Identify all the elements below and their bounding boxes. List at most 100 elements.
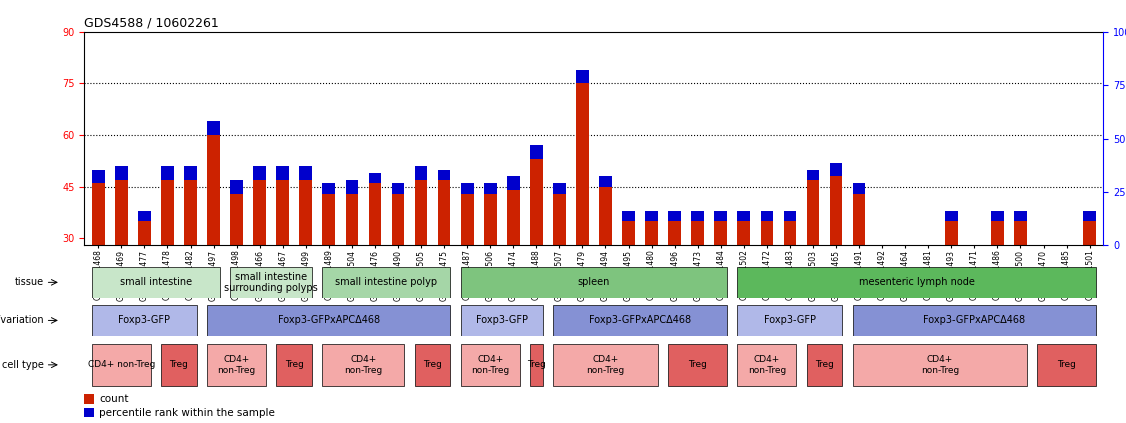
Bar [84, 408, 95, 418]
Bar [852, 194, 866, 245]
Bar [1083, 211, 1096, 221]
Bar [161, 166, 173, 180]
Bar [806, 170, 820, 180]
Bar [553, 343, 658, 386]
Text: Foxp3-GFPxAPCΔ468: Foxp3-GFPxAPCΔ468 [589, 316, 691, 325]
Text: genotype/variation: genotype/variation [0, 316, 44, 325]
Bar [438, 170, 450, 180]
Text: Foxp3-GFP: Foxp3-GFP [118, 316, 170, 325]
Bar [414, 166, 428, 180]
Bar [276, 166, 289, 180]
Bar [738, 211, 750, 221]
Text: Treg: Treg [688, 360, 707, 369]
Bar [922, 245, 935, 266]
Bar [784, 221, 796, 245]
Bar [806, 180, 820, 245]
Bar [231, 194, 243, 245]
Bar [899, 245, 912, 255]
Bar [991, 221, 1003, 245]
Text: CD4+
non-Treg: CD4+ non-Treg [345, 355, 383, 374]
Bar [414, 180, 428, 245]
Bar [645, 211, 658, 221]
Text: small intestine
surrounding polyps: small intestine surrounding polyps [224, 272, 318, 293]
Text: CD4+
non-Treg: CD4+ non-Treg [921, 355, 959, 374]
Bar [322, 183, 336, 194]
Text: CD4+
non-Treg: CD4+ non-Treg [748, 355, 786, 374]
Bar [1083, 221, 1096, 245]
Bar [899, 249, 912, 255]
Bar [276, 180, 289, 245]
Bar [138, 221, 151, 245]
Text: Foxp3-GFPxAPCΔ468: Foxp3-GFPxAPCΔ468 [923, 316, 1026, 325]
Bar [1015, 211, 1027, 221]
Bar [760, 221, 774, 245]
Text: small intestine: small intestine [119, 277, 191, 287]
Bar [84, 394, 95, 404]
Bar [738, 221, 750, 245]
Bar [691, 211, 704, 221]
Bar [461, 305, 543, 336]
Bar [484, 183, 497, 194]
Bar [207, 121, 220, 135]
Bar [876, 245, 888, 255]
Text: Treg: Treg [423, 360, 443, 369]
Text: Treg: Treg [527, 360, 546, 369]
Bar [738, 267, 1096, 298]
Bar [368, 173, 382, 183]
Bar [507, 176, 519, 190]
Bar [1037, 245, 1049, 269]
Text: Foxp3-GFP: Foxp3-GFP [476, 316, 528, 325]
Bar [530, 146, 543, 159]
Text: Treg: Treg [815, 360, 834, 369]
Bar [461, 267, 727, 298]
Bar [553, 305, 727, 336]
Text: mesenteric lymph node: mesenteric lymph node [859, 277, 975, 287]
Bar [300, 180, 312, 245]
Bar [253, 180, 266, 245]
Text: GDS4588 / 10602261: GDS4588 / 10602261 [84, 16, 220, 29]
Bar [461, 343, 519, 386]
Bar [346, 194, 358, 245]
Bar [92, 183, 105, 245]
Bar [185, 166, 197, 180]
Text: CD4+
non-Treg: CD4+ non-Treg [587, 355, 625, 374]
Text: Treg: Treg [285, 360, 304, 369]
Text: small intestine polyp: small intestine polyp [336, 277, 438, 287]
Text: CD4+
non-Treg: CD4+ non-Treg [217, 355, 256, 374]
Bar [945, 221, 957, 245]
Bar [185, 180, 197, 245]
Bar [1037, 263, 1049, 269]
Bar [714, 211, 727, 221]
Bar [322, 194, 336, 245]
Bar [392, 194, 404, 245]
Bar [577, 83, 589, 245]
Bar [691, 221, 704, 245]
Bar [414, 343, 450, 386]
Bar [1061, 245, 1073, 269]
Bar [669, 343, 727, 386]
Bar [461, 183, 474, 194]
Text: CD4+
non-Treg: CD4+ non-Treg [471, 355, 509, 374]
Bar [346, 180, 358, 194]
Bar [830, 163, 842, 176]
Bar [623, 221, 635, 245]
Bar [300, 166, 312, 180]
Bar [669, 211, 681, 221]
Bar [830, 176, 842, 245]
Bar [276, 343, 312, 386]
Bar [1037, 343, 1096, 386]
Bar [438, 180, 450, 245]
Bar [138, 211, 151, 221]
Bar [645, 221, 658, 245]
Text: Treg: Treg [1057, 360, 1076, 369]
Bar [253, 166, 266, 180]
Bar [484, 194, 497, 245]
Bar [852, 343, 1027, 386]
Bar [115, 166, 127, 180]
Bar [231, 180, 243, 194]
Bar [530, 343, 543, 386]
Bar [599, 176, 611, 187]
Bar [553, 194, 565, 245]
Bar [922, 259, 935, 266]
Bar [530, 159, 543, 245]
